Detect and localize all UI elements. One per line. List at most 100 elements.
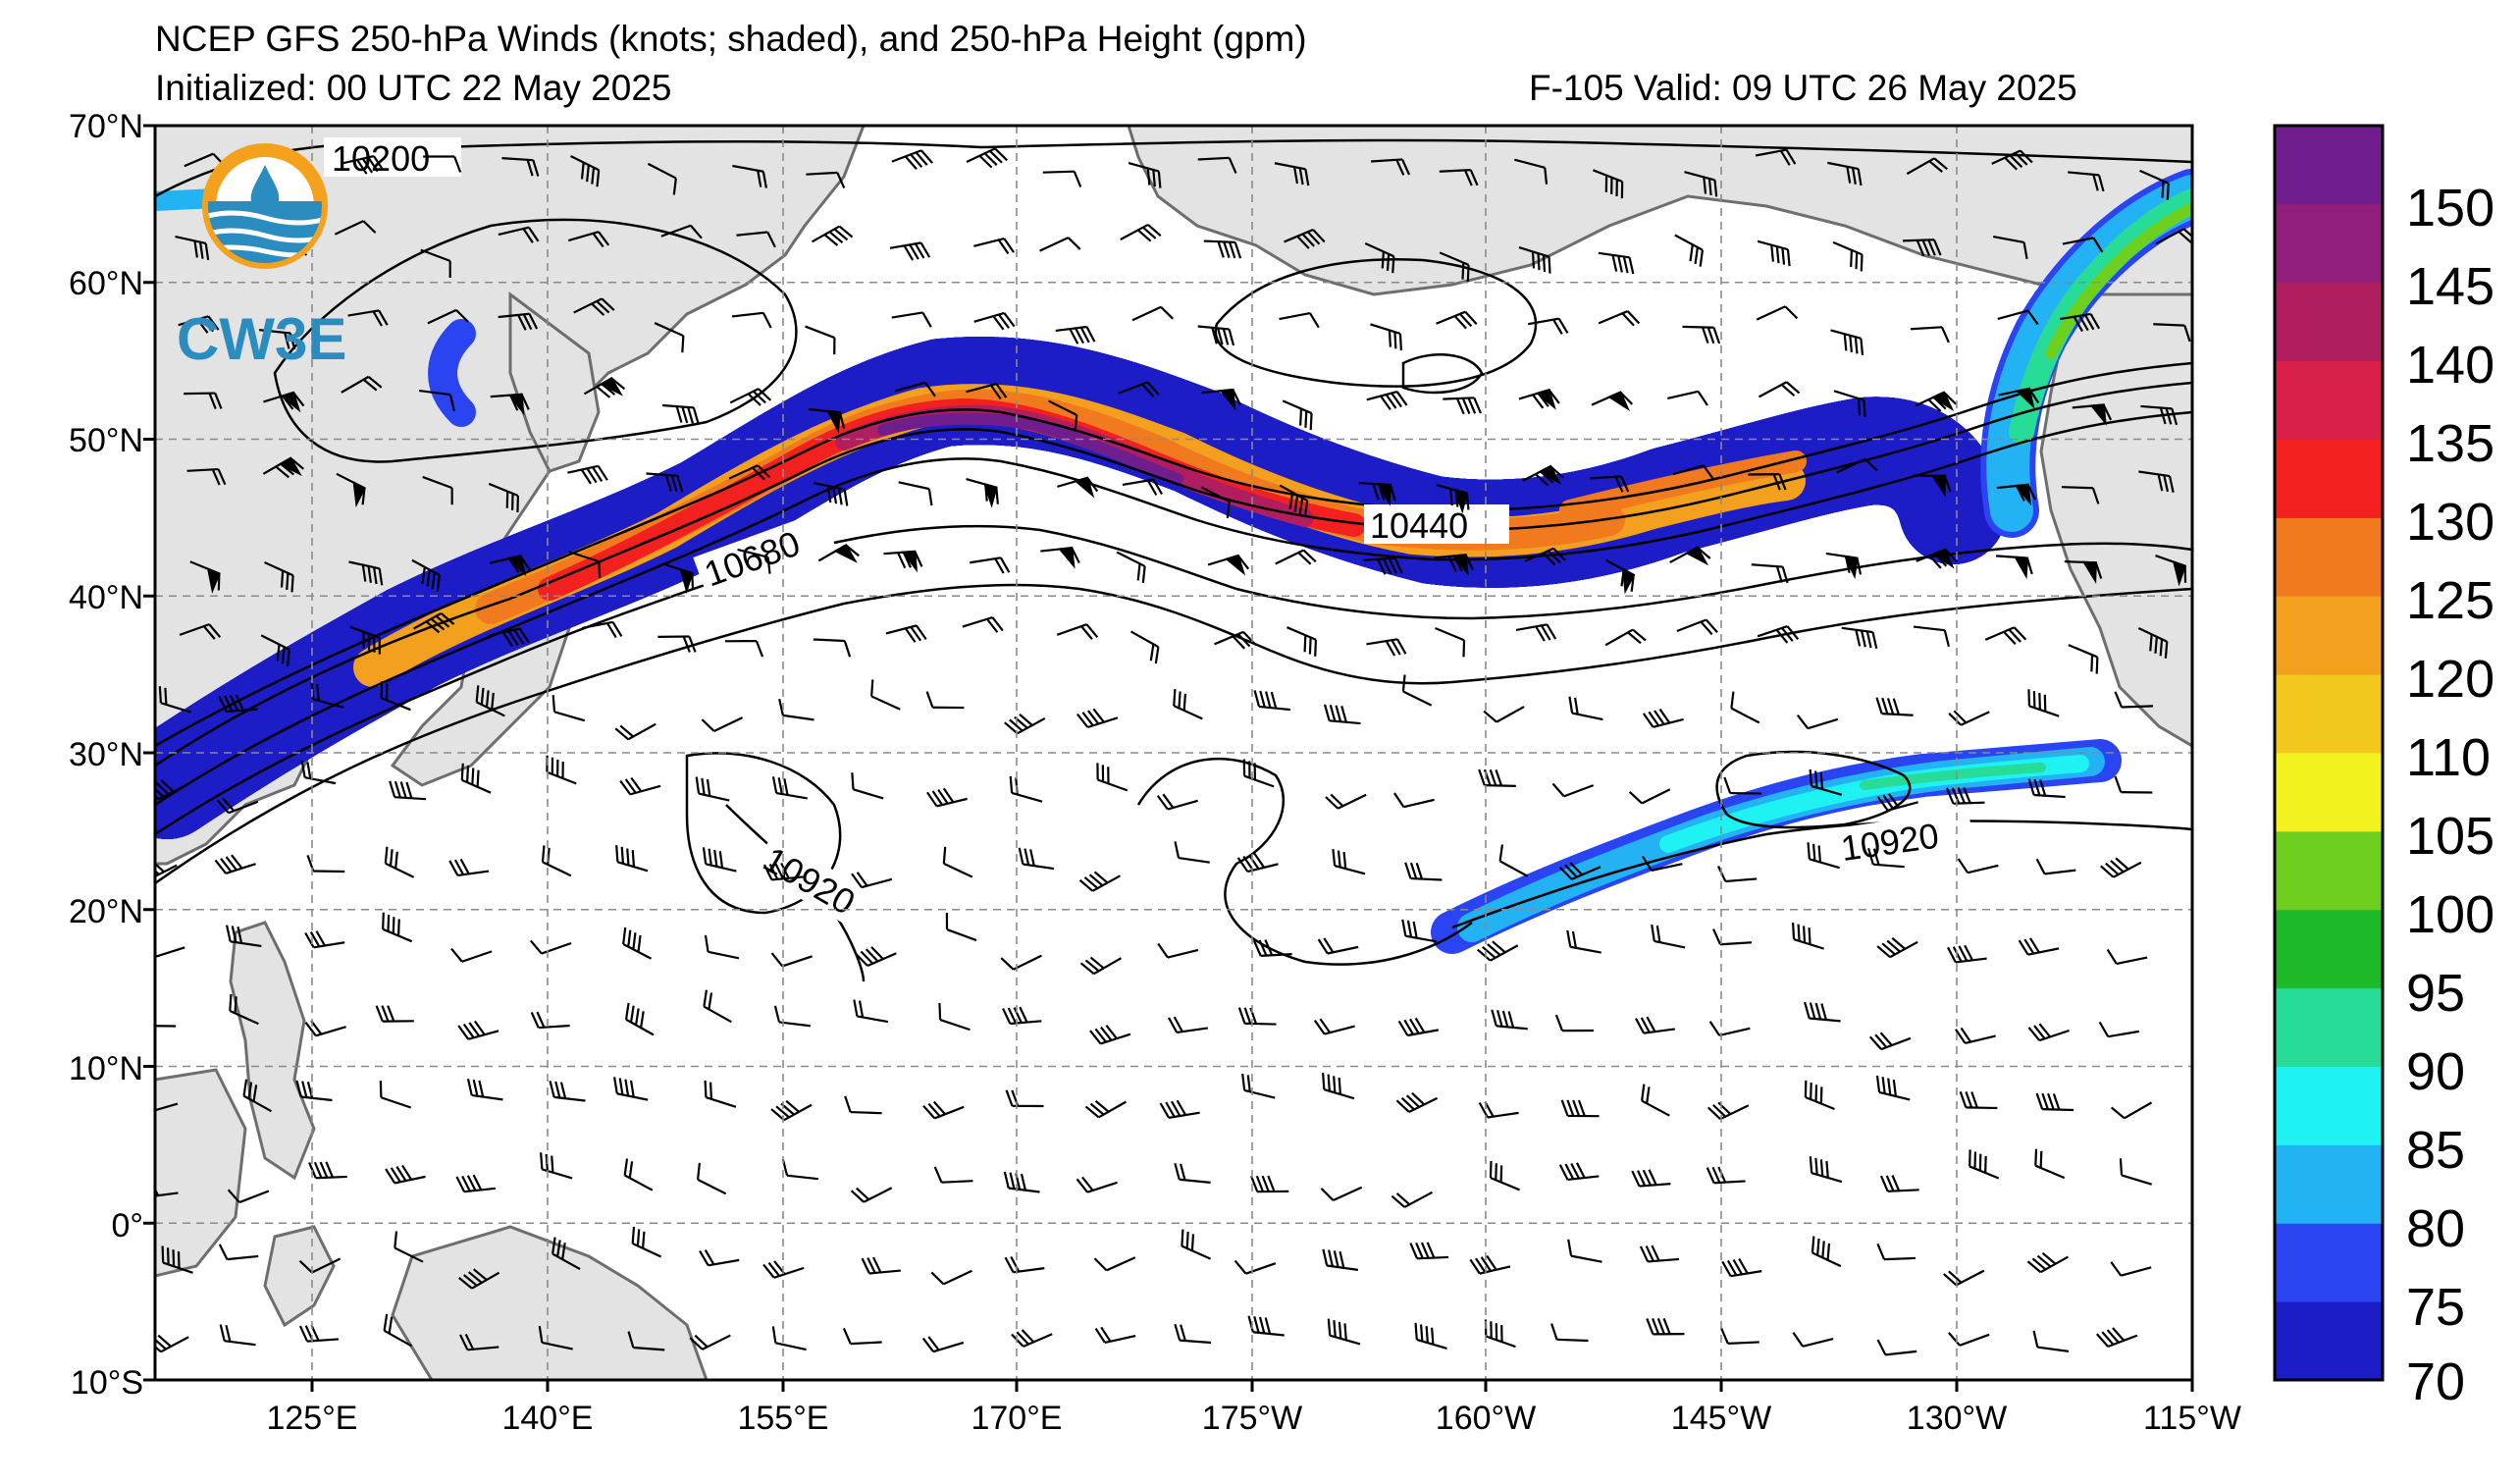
barb-staff [2062, 237, 2094, 245]
barb-flag [1642, 713, 1654, 728]
colorbar-swatch [2275, 439, 2383, 518]
barb-flag [1141, 565, 1146, 584]
wind-barb [1173, 689, 1203, 720]
barb-staff [736, 231, 768, 237]
barb-flag [551, 695, 556, 713]
colorbar-tick: 135 [2406, 414, 2494, 473]
barb-flag [1785, 381, 1801, 395]
barb-flag [2029, 937, 2040, 953]
wind-barb [702, 847, 737, 873]
barb-flag [586, 467, 598, 484]
wind-barb [375, 1005, 414, 1023]
barb-flag [472, 1268, 488, 1281]
wind-barb [2096, 1327, 2138, 1349]
colorbar-swatch [2275, 830, 2383, 911]
barb-flag [1013, 1007, 1023, 1024]
barb-flag [1642, 1169, 1652, 1187]
barb-flag [921, 1337, 935, 1352]
barb-flag [1807, 842, 1811, 860]
barb-flag [1652, 1317, 1660, 1335]
barb-flag [1712, 928, 1722, 945]
barb-flag [718, 851, 724, 869]
barb-staff [1667, 390, 1699, 400]
barb-flag [1855, 252, 1859, 270]
colorbar-swatch [2275, 203, 2383, 284]
barb-flag [1868, 1035, 1882, 1050]
barb-pennant [507, 393, 525, 416]
barb-staff [891, 311, 923, 319]
barb-flag [763, 864, 773, 880]
barb-flag [915, 151, 928, 166]
wind-barb [226, 925, 262, 948]
barb-flag [1303, 635, 1307, 653]
barb-flag [1569, 862, 1583, 876]
wind-barb [1076, 1176, 1118, 1193]
barb-flag [755, 640, 764, 658]
colorbar-swatch [2275, 674, 2383, 754]
barb-flag [472, 1174, 483, 1191]
barb-flag [1067, 237, 1081, 250]
colorbar-tick: 85 [2406, 1121, 2465, 1180]
barb-flag [1780, 384, 1796, 397]
barb-flag [522, 228, 534, 243]
wind-barb [613, 1077, 649, 1101]
barb-flag [1385, 640, 1396, 657]
barb-flag [1611, 254, 1618, 272]
barb-flag [1948, 1270, 1963, 1284]
barb-staff [1333, 1186, 1363, 1201]
barb-flag [166, 1247, 170, 1265]
barb-flag [1843, 334, 1848, 351]
wind-barb [1322, 1072, 1355, 1100]
barb-flag [252, 1085, 258, 1102]
barb-flag [1778, 473, 1787, 491]
barb-flag [295, 1080, 302, 1097]
barb-flag [1881, 942, 1896, 956]
barb-flag [1694, 246, 1699, 265]
wind-barb [2114, 691, 2154, 709]
barb-flag [1253, 690, 1261, 708]
wind-barb [1807, 842, 1840, 870]
barb-staff [850, 1341, 882, 1346]
barb-flag [1236, 633, 1251, 648]
barb-flag [1386, 253, 1391, 271]
barb-flag [1483, 710, 1497, 723]
barb-flag [1879, 1175, 1889, 1192]
barb-flag [1332, 848, 1337, 867]
barb-flag [466, 1175, 477, 1192]
wind-barb [1566, 929, 1601, 954]
barb-flag [851, 772, 855, 790]
barb-flag [155, 787, 165, 798]
wind-barb [1056, 623, 1099, 640]
lon-label: 170°E [971, 1400, 1062, 1437]
barb-flag [681, 406, 689, 424]
wind-barb [1434, 554, 1475, 576]
wind-barb [660, 224, 703, 239]
wind-barb [695, 776, 730, 802]
barb-flag [836, 172, 846, 188]
barb-flag [1242, 631, 1256, 645]
barb-flag [362, 378, 378, 392]
wind-barb [814, 482, 849, 506]
wind-barb [724, 640, 764, 658]
barb-flag [1401, 674, 1406, 692]
barb-flag [1312, 229, 1326, 243]
wind-barbs [155, 147, 2192, 1356]
wind-barb [661, 403, 700, 425]
colorbar-tick: 145 [2406, 257, 2494, 316]
barb-flag [247, 1082, 253, 1099]
barb-flag [1005, 1089, 1014, 1107]
wind-barb [1439, 169, 1479, 186]
barb-flag [460, 763, 464, 780]
barb-flag [218, 696, 228, 713]
wind-barb [1181, 1229, 1212, 1260]
barb-flag [1004, 721, 1019, 735]
wind-barb [1910, 326, 1950, 344]
wind-barb [1598, 310, 1641, 327]
barb-pennant [1931, 548, 1955, 569]
barb-flag [1185, 1231, 1189, 1249]
colorbar-tick: 125 [2406, 571, 2494, 630]
wind-barb [1489, 1160, 1520, 1192]
barb-flag [937, 788, 949, 805]
barb-flag [459, 1334, 469, 1351]
barb-flag [1863, 399, 1866, 417]
